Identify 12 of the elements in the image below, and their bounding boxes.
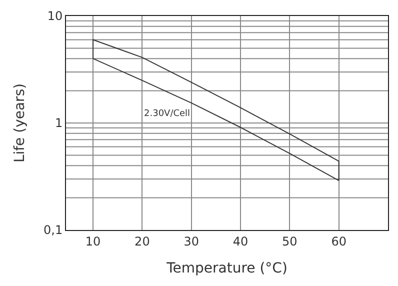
x-axis-title: Temperature (°C) (166, 260, 288, 277)
y-tick-label: 1 (54, 116, 63, 130)
y-tick-label: 10 (47, 9, 63, 24)
x-tick-label: 50 (282, 234, 298, 248)
y-tick-label: 0,1 (44, 223, 63, 238)
x-tick-label: 60 (331, 234, 346, 248)
x-tick-label: 30 (184, 234, 199, 248)
y-axis-title: Life (years) (12, 83, 28, 163)
x-tick-label: 40 (232, 234, 248, 248)
x-tick-label: 20 (134, 234, 150, 248)
annotation: 2.30V/Cell (144, 109, 190, 119)
x-tick-label: 10 (85, 234, 101, 248)
